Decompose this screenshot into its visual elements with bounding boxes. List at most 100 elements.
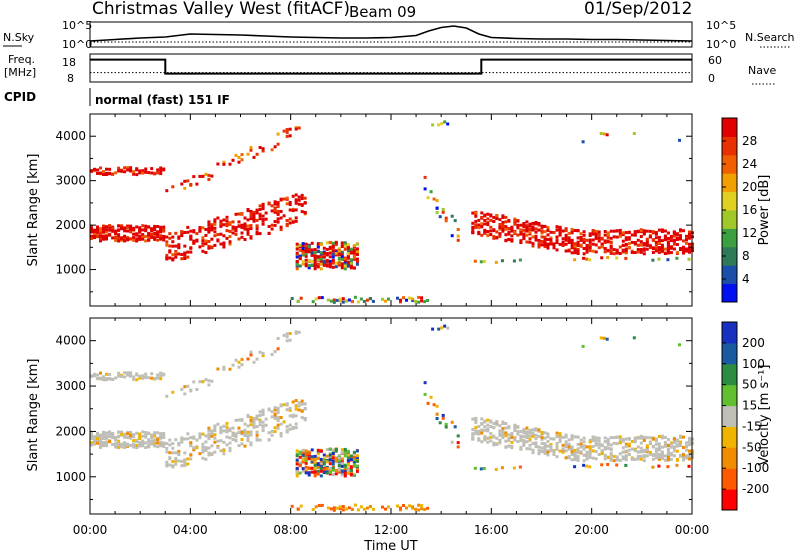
power-cell bbox=[96, 168, 99, 172]
power-cell bbox=[108, 233, 112, 237]
x-tick-label: 00:00 bbox=[73, 523, 108, 537]
velocity-cell bbox=[273, 413, 277, 417]
colorbar-swatch bbox=[722, 154, 737, 174]
power-cell bbox=[555, 235, 559, 239]
power-cell bbox=[615, 235, 619, 239]
velocity-cell bbox=[201, 442, 205, 446]
velocity-cell bbox=[210, 452, 214, 456]
power-cell bbox=[201, 242, 205, 246]
power-cell bbox=[117, 239, 121, 243]
velocity-cell bbox=[165, 394, 169, 398]
power-cell bbox=[510, 226, 514, 230]
velocity-cell bbox=[129, 371, 133, 375]
velocity-cell bbox=[319, 465, 323, 468]
power-cell bbox=[546, 244, 550, 248]
power-cell bbox=[492, 219, 496, 223]
power-cell bbox=[685, 234, 688, 238]
power-cell bbox=[246, 218, 250, 222]
power-cell bbox=[331, 252, 335, 256]
velocity-cell bbox=[507, 433, 511, 437]
velocity-cell bbox=[307, 452, 311, 455]
velocity-cell bbox=[222, 449, 226, 453]
velocity-cell bbox=[510, 444, 514, 448]
power-cell bbox=[276, 205, 280, 209]
velocity-cell bbox=[362, 507, 366, 511]
velocity-cell bbox=[291, 427, 295, 430]
power-cell bbox=[198, 245, 202, 249]
velocity-cell bbox=[93, 441, 96, 445]
velocity-cell bbox=[171, 390, 175, 394]
velocity-cell bbox=[102, 430, 105, 434]
velocity-cell bbox=[352, 463, 356, 467]
power-cell bbox=[648, 235, 652, 239]
power-cell bbox=[337, 249, 341, 253]
power-cell bbox=[639, 243, 643, 247]
velocity-cell bbox=[105, 372, 108, 376]
velocity-cell bbox=[540, 446, 544, 450]
velocity-cell bbox=[99, 371, 102, 375]
power-cell bbox=[540, 240, 544, 243]
power-scatter bbox=[90, 120, 694, 304]
velocity-cell bbox=[150, 433, 154, 437]
velocity-cell bbox=[519, 439, 523, 443]
power-cell bbox=[228, 235, 232, 238]
power-cell bbox=[213, 243, 217, 247]
power-cell bbox=[129, 166, 133, 170]
power-cell bbox=[329, 299, 333, 303]
velocity-cell bbox=[243, 422, 247, 426]
power-cell bbox=[618, 245, 622, 249]
power-cell bbox=[579, 243, 583, 247]
power-cell bbox=[669, 235, 673, 239]
power-cell bbox=[294, 199, 298, 202]
power-cell bbox=[114, 230, 118, 234]
power-cell bbox=[252, 218, 256, 221]
power-cell bbox=[603, 233, 607, 237]
power-cell bbox=[666, 244, 670, 248]
power-cell bbox=[498, 223, 502, 226]
velocity-cell bbox=[663, 435, 667, 439]
power-cell bbox=[507, 219, 511, 222]
power-cell bbox=[612, 248, 616, 252]
velocity-cell bbox=[594, 450, 598, 454]
velocity-colorbar-label: Velocity [m s⁻¹] bbox=[757, 365, 772, 466]
power-cell bbox=[102, 170, 105, 174]
noise-right-tick-bottom: 10^0 bbox=[706, 38, 736, 51]
power-cell bbox=[123, 166, 127, 170]
velocity-cell bbox=[108, 372, 112, 376]
power-cell bbox=[210, 223, 214, 227]
power-cell bbox=[135, 167, 139, 171]
power-cell bbox=[474, 219, 478, 223]
power-cell bbox=[159, 234, 163, 238]
velocity-cell bbox=[183, 460, 187, 464]
power-cell bbox=[177, 235, 181, 239]
velocity-cell bbox=[642, 450, 646, 454]
power-cell bbox=[102, 224, 105, 228]
power-cell bbox=[219, 219, 223, 223]
power-cell bbox=[621, 250, 625, 254]
power-cell bbox=[537, 238, 541, 242]
velocity-cell bbox=[337, 470, 341, 474]
power-cell bbox=[159, 230, 163, 234]
velocity-cell bbox=[335, 506, 339, 510]
velocity-cell bbox=[273, 426, 277, 430]
velocity-cell bbox=[325, 467, 329, 471]
velocity-cell bbox=[319, 469, 323, 473]
power-cell bbox=[618, 231, 622, 235]
power-cell bbox=[585, 257, 589, 261]
power-cell bbox=[355, 257, 359, 261]
power-cell bbox=[474, 214, 478, 218]
power-cell bbox=[96, 230, 99, 234]
velocity-cell bbox=[441, 416, 445, 420]
velocity-cell bbox=[105, 434, 108, 438]
power-cell bbox=[346, 264, 350, 268]
power-cell bbox=[219, 232, 223, 236]
velocity-cell bbox=[531, 442, 535, 445]
power-cell bbox=[186, 255, 190, 259]
velocity-cell bbox=[126, 432, 130, 436]
velocity-cell bbox=[679, 444, 682, 448]
power-cell bbox=[90, 236, 93, 240]
velocity-cell bbox=[210, 379, 214, 383]
power-cell bbox=[201, 249, 205, 253]
power-cell bbox=[225, 224, 229, 228]
